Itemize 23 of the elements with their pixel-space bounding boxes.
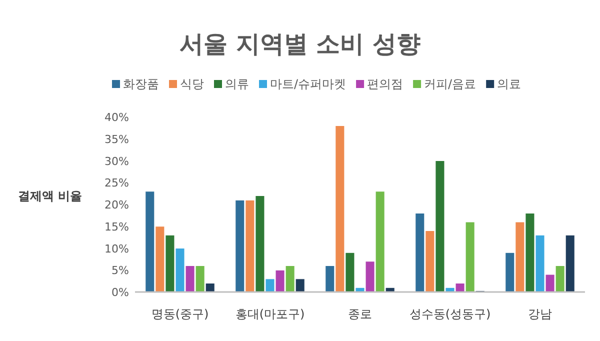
x-tick-label: 홍대(마포구) <box>235 307 305 321</box>
y-tick-label: 25% <box>104 176 129 190</box>
y-tick-label: 35% <box>104 132 129 146</box>
y-tick-label: 5% <box>112 264 129 278</box>
x-tick-label: 명동(중구) <box>151 307 209 321</box>
x-tick-label: 성수동(성동구) <box>409 307 491 321</box>
y-tick-label: 0% <box>112 286 129 299</box>
y-tick-label: 40% <box>104 111 129 124</box>
x-tick-label: 종로 <box>348 307 372 321</box>
legend-label: 화장품 <box>123 77 159 91</box>
y-axis-title: 결제액 비율 <box>18 189 82 203</box>
x-tick-label: 강남 <box>528 307 552 321</box>
legend-label: 의류 <box>225 77 249 91</box>
legend-label: 의료 <box>497 77 522 91</box>
legend-label: 식당 <box>180 77 204 91</box>
legend-label: 편의점 <box>367 77 404 91</box>
legend-label: 커피/음료 <box>424 77 476 91</box>
legend-label: 마트/슈퍼마켓 <box>270 77 346 91</box>
title: 서울 지역별 소비 성향 <box>179 30 421 58</box>
y-tick-label: 30% <box>104 154 129 168</box>
y-tick-label: 15% <box>104 220 129 234</box>
y-tick-label: 20% <box>104 198 129 212</box>
y-tick-label: 10% <box>104 242 129 256</box>
